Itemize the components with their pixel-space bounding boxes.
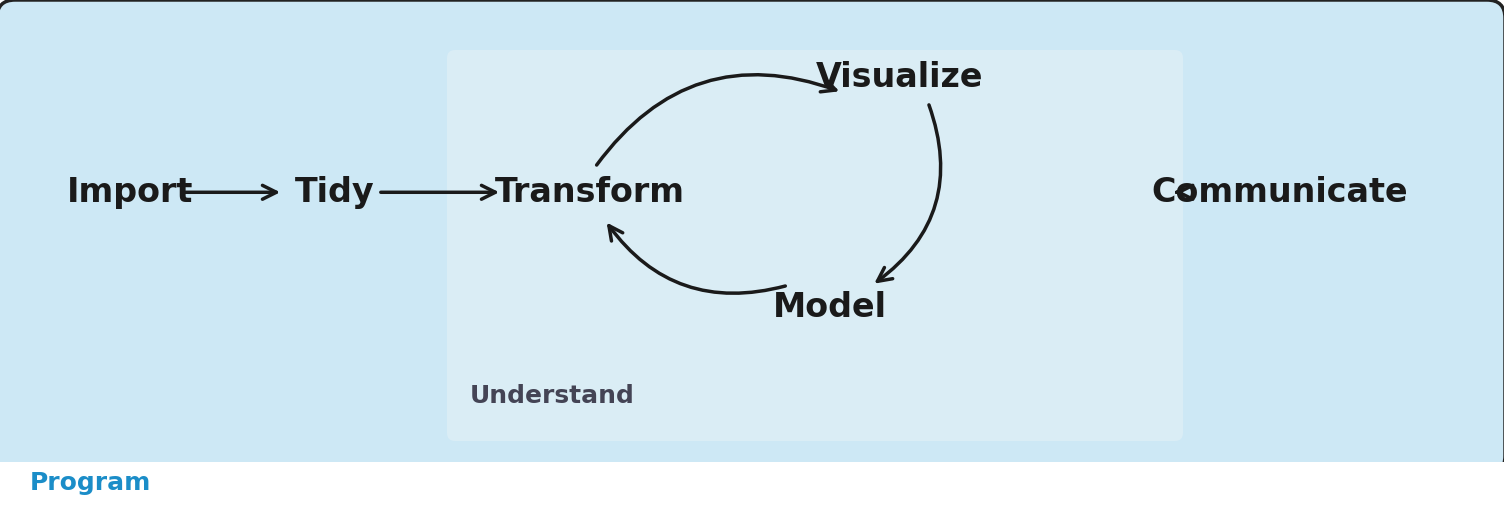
Text: Transform: Transform (495, 176, 684, 209)
Text: Visualize: Visualize (817, 61, 984, 94)
Text: Understand: Understand (471, 384, 635, 408)
Text: Program: Program (30, 471, 152, 495)
Text: Import: Import (66, 176, 193, 209)
Text: Communicate: Communicate (1152, 176, 1408, 209)
Text: Model: Model (773, 291, 887, 324)
FancyBboxPatch shape (447, 50, 1184, 441)
FancyBboxPatch shape (0, 0, 1504, 474)
Text: Tidy: Tidy (295, 176, 374, 209)
